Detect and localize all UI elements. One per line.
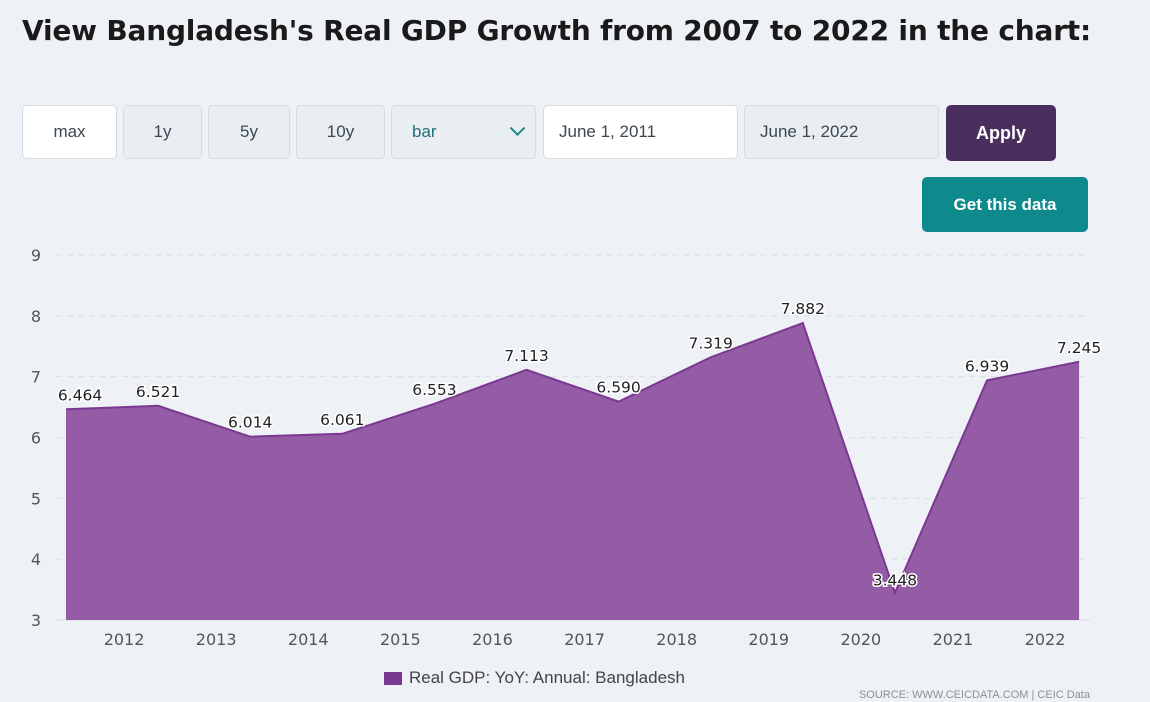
data-label: 7.882 <box>781 300 825 318</box>
chart-type-select[interactable]: bar <box>391 105 536 159</box>
y-tick-label: 5 <box>31 489 41 508</box>
data-label: 7.113 <box>504 347 548 365</box>
gdp-chart: 3 4 5 6 7 8 9 6.464 6.521 6.014 6.061 6.553 7.113 6.5… <box>31 246 1103 649</box>
data-label: 6.464 <box>58 386 102 404</box>
area-series <box>66 323 1080 620</box>
x-tick-label: 2018 <box>656 630 697 649</box>
x-tick-label: 2020 <box>840 630 881 649</box>
x-tick-label: 2015 <box>380 630 421 649</box>
legend-swatch <box>384 671 402 685</box>
x-tick-label: 2017 <box>564 630 605 649</box>
apply-button[interactable]: Apply <box>946 105 1056 161</box>
data-label: 6.061 <box>320 411 364 429</box>
data-label: 7.319 <box>689 334 733 352</box>
page-title: View Bangladesh's Real GDP Growth from 2… <box>22 14 1091 47</box>
chevron-down-icon <box>509 119 526 136</box>
end-date-input[interactable]: June 1, 2022 <box>744 105 939 159</box>
source-note: SOURCE: WWW.CEICDATA.COM | CEIC Data <box>858 689 1090 701</box>
y-tick-label: 8 <box>31 307 41 326</box>
data-label: 3.448 <box>873 572 917 590</box>
legend-label: Real GDP: YoY: Annual: Bangladesh <box>409 668 685 687</box>
x-tick-label: 2013 <box>196 630 237 649</box>
data-label: 6.939 <box>965 357 1009 375</box>
x-tick-label: 2016 <box>472 630 513 649</box>
y-tick-label: 6 <box>31 429 41 448</box>
data-label: 6.553 <box>412 381 456 399</box>
data-label: 6.590 <box>596 379 640 397</box>
series-line <box>65 321 1080 596</box>
y-tick-label: 3 <box>31 611 41 630</box>
range-max-button[interactable]: max <box>22 105 117 159</box>
chart-type-value: bar <box>412 122 437 141</box>
y-tick-label: 9 <box>31 246 41 265</box>
range-5y-button[interactable]: 5y <box>208 105 290 159</box>
x-tick-label: 2012 <box>104 630 145 649</box>
data-label: 6.014 <box>228 414 272 432</box>
x-tick-label: 2022 <box>1025 630 1066 649</box>
get-data-button[interactable]: Get this data <box>922 177 1088 232</box>
legend[interactable]: Real GDP: YoY: Annual: Bangladesh <box>384 668 685 688</box>
range-10y-button[interactable]: 10y <box>296 105 385 159</box>
y-tick-label: 4 <box>31 550 41 569</box>
range-1y-button[interactable]: 1y <box>123 105 202 159</box>
x-tick-label: 2019 <box>748 630 789 649</box>
x-tick-label: 2014 <box>288 630 329 649</box>
data-label: 6.521 <box>136 383 180 401</box>
data-label: 7.245 <box>1057 339 1101 357</box>
y-tick-label: 7 <box>31 368 41 387</box>
x-tick-label: 2021 <box>933 630 974 649</box>
start-date-input[interactable]: June 1, 2011 <box>543 105 738 159</box>
